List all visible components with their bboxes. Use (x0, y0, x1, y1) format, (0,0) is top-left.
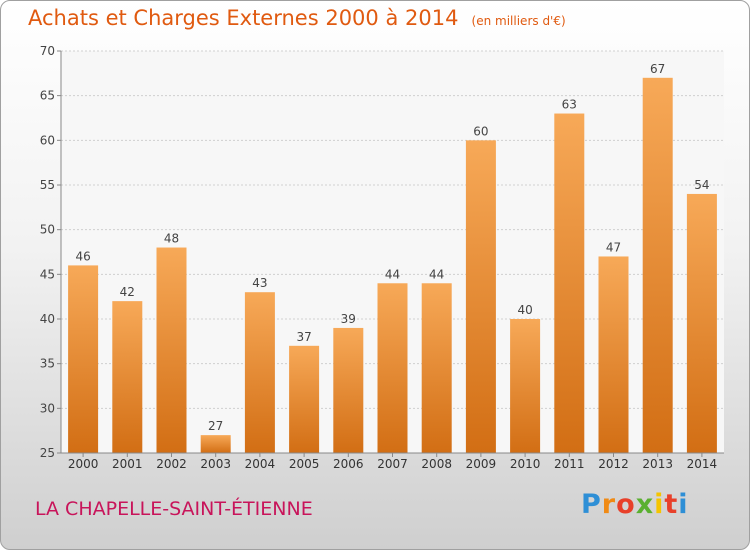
bar (554, 113, 585, 454)
x-tick-label: 2014 (687, 457, 718, 471)
y-tick-label: 25 (40, 446, 55, 460)
x-tick-label: 2004 (245, 457, 276, 471)
value-label: 44 (385, 267, 400, 281)
value-label: 46 (75, 249, 90, 263)
value-label: 48 (164, 232, 179, 246)
bar (598, 256, 629, 453)
value-label: 42 (120, 285, 135, 299)
logo-letter: i (678, 489, 689, 520)
town-name: LA CHAPELLE-SAINT-ÉTIENNE (35, 498, 313, 520)
value-label: 40 (517, 303, 532, 317)
y-tick-label: 45 (40, 267, 55, 281)
y-tick-label: 65 (40, 89, 55, 103)
bar (686, 193, 717, 453)
y-tick-label: 70 (40, 44, 55, 58)
logo-letter: i (654, 489, 665, 520)
bar (244, 292, 275, 453)
x-tick-label: 2008 (421, 457, 452, 471)
logo-letter: x (635, 489, 655, 520)
logo-letter: t (664, 489, 679, 520)
bar (642, 77, 673, 454)
x-tick-label: 2003 (200, 457, 231, 471)
proxiti-logo: Proxiti (581, 489, 689, 520)
bar (200, 435, 231, 453)
y-tick-label: 50 (40, 223, 55, 237)
value-label: 44 (429, 267, 444, 281)
bar (68, 265, 99, 453)
value-label: 43 (252, 276, 267, 290)
y-tick-label: 35 (40, 357, 55, 371)
x-tick-label: 2007 (377, 457, 408, 471)
value-label: 67 (650, 62, 665, 76)
bar (333, 327, 364, 453)
x-tick-label: 2000 (68, 457, 99, 471)
value-labels: 46 42 48 27 43 37 39 44 44 60 40 63 47 67 54 (75, 62, 709, 433)
value-label: 27 (208, 419, 223, 433)
x-tick-labels: 2000 2001 2002 2003 2004 2005 2006 2007 2008 2009… (68, 453, 717, 471)
bar (377, 283, 408, 453)
value-label: 47 (606, 240, 621, 254)
x-tick-label: 2010 (510, 457, 541, 471)
value-label: 54 (694, 178, 709, 192)
x-tick-label: 2006 (333, 457, 364, 471)
x-tick-label: 2012 (598, 457, 629, 471)
x-tick-label: 2009 (466, 457, 497, 471)
bar (156, 247, 187, 453)
y-tick-label: 55 (40, 178, 55, 192)
bars (68, 77, 717, 454)
value-label: 63 (562, 98, 577, 112)
x-tick-label: 2011 (554, 457, 585, 471)
x-tick-label: 2005 (289, 457, 320, 471)
logo-letter: P (581, 489, 602, 520)
value-label: 39 (341, 312, 356, 326)
y-tick-label: 30 (40, 401, 55, 415)
y-tick-label: 60 (40, 133, 55, 147)
chart-title: Achats et Charges Externes 2000 à 2014 (28, 6, 459, 30)
x-tick-label: 2013 (642, 457, 673, 471)
x-tick-label: 2001 (112, 457, 143, 471)
y-tick-labels: 25 30 35 40 45 50 55 60 65 70 (40, 44, 55, 460)
logo-letter: o (616, 489, 636, 520)
x-tick-label: 2002 (156, 457, 187, 471)
bar (112, 301, 143, 453)
logo-letter: r (601, 489, 617, 520)
bar (465, 140, 496, 454)
bar (510, 319, 541, 453)
bar (421, 283, 452, 453)
bar (289, 345, 320, 453)
chart-unit: (en milliers d'€) (471, 14, 566, 28)
y-tick-label: 40 (40, 312, 55, 326)
value-label: 60 (473, 124, 488, 138)
value-label: 37 (296, 330, 311, 344)
title-row: Achats et Charges Externes 2000 à 2014 (… (28, 6, 566, 30)
